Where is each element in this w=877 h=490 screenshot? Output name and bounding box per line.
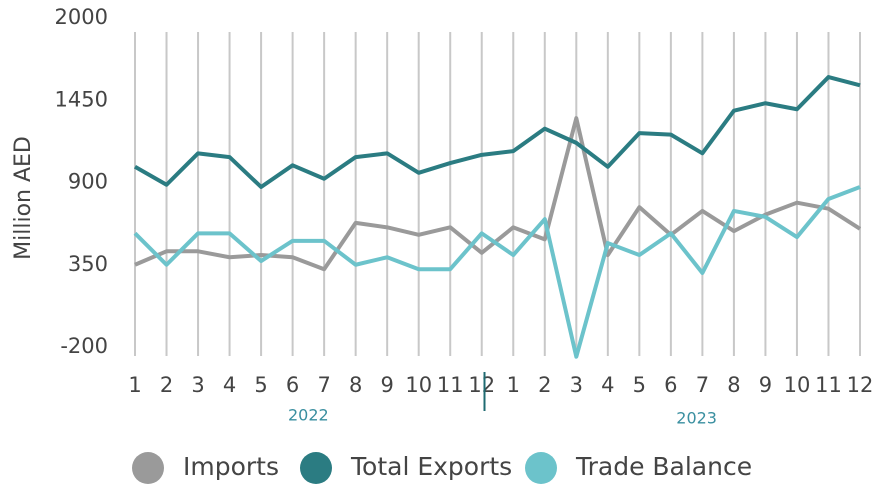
x-tick-label: 5 bbox=[254, 373, 267, 397]
x-tick-label: 3 bbox=[191, 373, 204, 397]
legend-label: Imports bbox=[183, 452, 279, 481]
x-tick-label: 1 bbox=[507, 373, 520, 397]
x-group-label: 2023 bbox=[676, 409, 717, 428]
legend-swatch bbox=[525, 452, 557, 484]
x-tick-label: 2 bbox=[160, 373, 173, 397]
legend-label: Trade Balance bbox=[575, 452, 752, 481]
series-line bbox=[133, 185, 861, 359]
legend-label: Total Exports bbox=[350, 452, 512, 481]
y-tick-label: 350 bbox=[68, 252, 108, 276]
x-tick-label: 1 bbox=[128, 373, 141, 397]
x-tick-label: 12 bbox=[847, 373, 874, 397]
legend-swatch bbox=[132, 452, 164, 484]
y-axis-label: Million AED bbox=[11, 136, 36, 260]
x-tick-label: 7 bbox=[317, 373, 330, 397]
x-tick-label: 10 bbox=[784, 373, 811, 397]
x-group-label: 2022 bbox=[288, 406, 329, 425]
x-tick-label: 9 bbox=[380, 373, 393, 397]
x-tick-label: 8 bbox=[727, 373, 740, 397]
series-line bbox=[134, 75, 861, 189]
legend-swatch bbox=[300, 452, 332, 484]
x-tick-label: 7 bbox=[696, 373, 709, 397]
x-tick-label: 5 bbox=[633, 373, 646, 397]
x-tick-label: 6 bbox=[286, 373, 299, 397]
y-tick-label: 1450 bbox=[55, 87, 108, 111]
x-tick-label: 10 bbox=[405, 373, 432, 397]
x-tick-label: 11 bbox=[815, 373, 842, 397]
y-tick-label: 2000 bbox=[55, 5, 108, 29]
x-tick-label: 3 bbox=[570, 373, 583, 397]
x-tick-label: 4 bbox=[223, 373, 236, 397]
x-tick-label: 11 bbox=[437, 373, 464, 397]
x-tick-label: 9 bbox=[759, 373, 772, 397]
y-tick-label: -200 bbox=[60, 334, 108, 358]
x-tick-label: 12 bbox=[468, 373, 495, 397]
x-tick-label: 8 bbox=[349, 373, 362, 397]
x-tick-label: 4 bbox=[601, 373, 614, 397]
x-tick-label: 2 bbox=[538, 373, 551, 397]
x-tick-label: 6 bbox=[664, 373, 677, 397]
y-tick-label: 900 bbox=[68, 170, 108, 194]
